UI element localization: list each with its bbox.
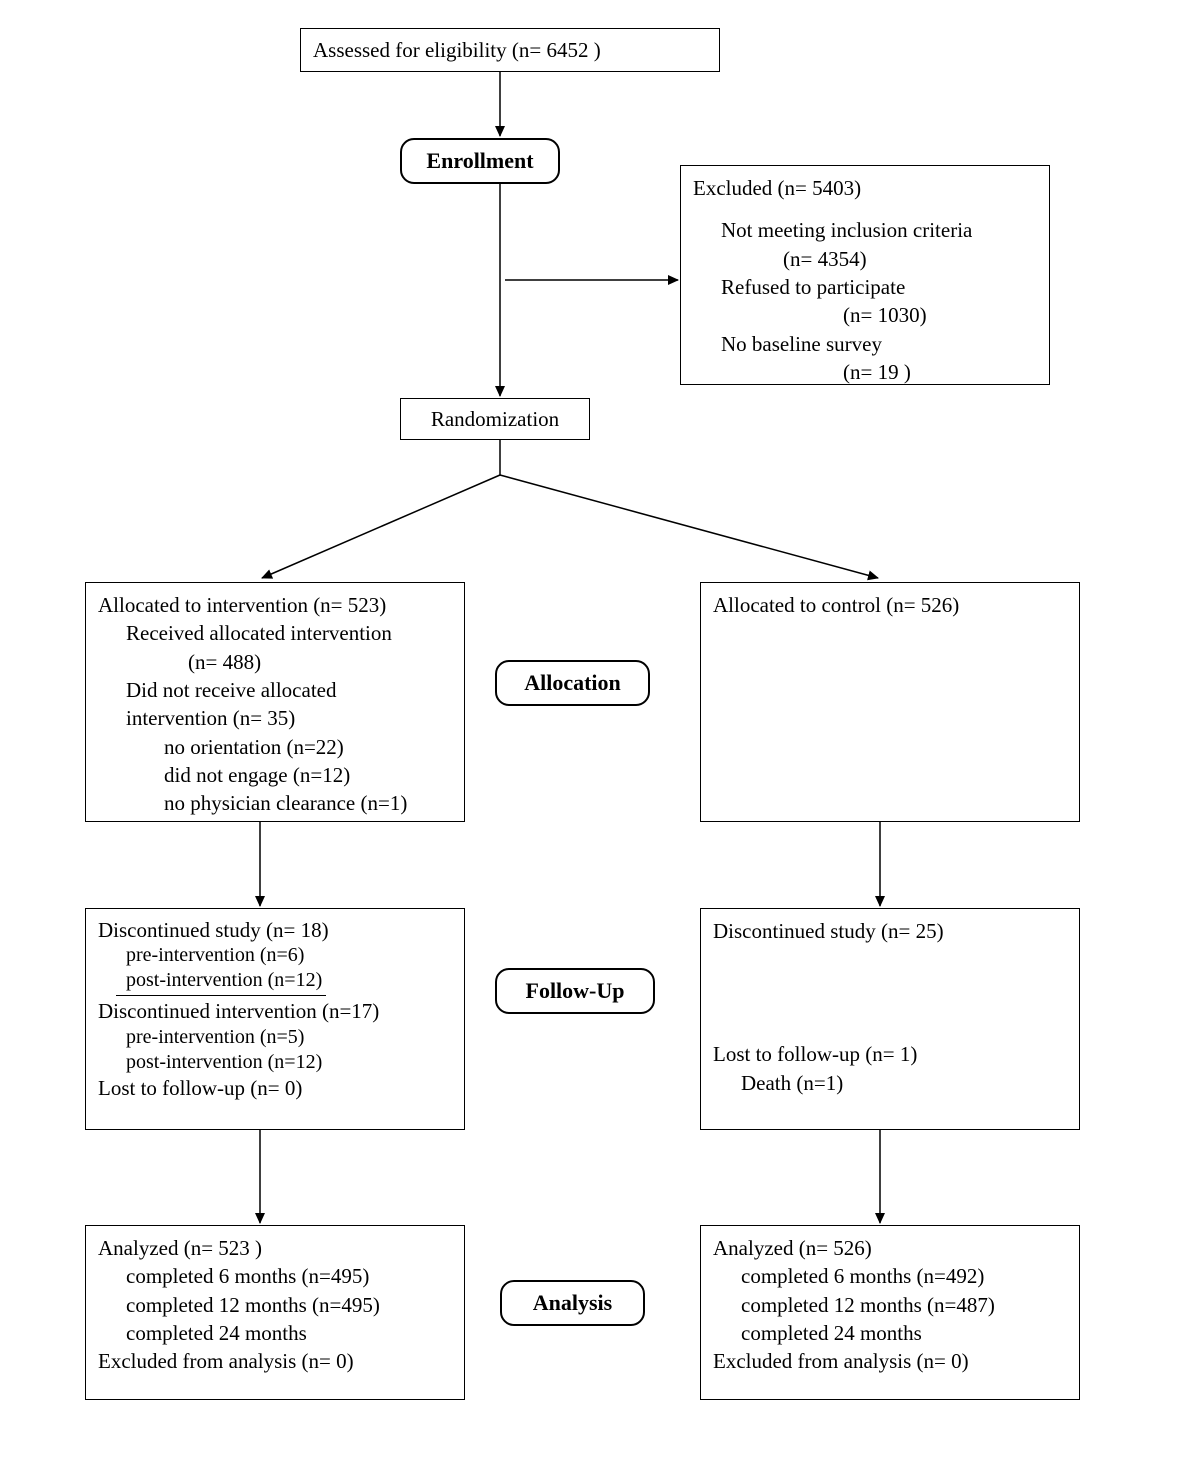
stage-followup-label: Follow-Up: [526, 978, 625, 1004]
node-analysis-control: Analyzed (n= 526) completed 6 months (n=…: [700, 1225, 1080, 1400]
stage-enrollment: Enrollment: [400, 138, 560, 184]
separator-line: [116, 995, 326, 996]
stage-followup: Follow-Up: [495, 968, 655, 1014]
an-int-l3: completed 12 months (n=495): [98, 1291, 452, 1319]
assessed-label: Assessed for eligibility (n= 6452 ): [313, 36, 601, 64]
excluded-line2: Refused to participate: [693, 273, 1037, 301]
node-alloc-control: Allocated to control (n= 526): [700, 582, 1080, 822]
an-int-l2: completed 6 months (n=495): [98, 1262, 452, 1290]
fu-int-l4: Discontinued intervention (n=17): [98, 998, 452, 1024]
node-randomization: Randomization: [400, 398, 590, 440]
randomization-label: Randomization: [431, 405, 559, 433]
fu-ctl-l3: Death (n=1): [713, 1069, 1067, 1097]
stage-analysis: Analysis: [500, 1280, 645, 1326]
alloc-int-l1: Allocated to intervention (n= 523): [98, 591, 452, 619]
fu-int-l5: pre-intervention (n=5): [98, 1025, 452, 1050]
stage-analysis-label: Analysis: [533, 1290, 612, 1316]
an-ctl-l5: Excluded from analysis (n= 0): [713, 1347, 1067, 1375]
an-int-l4: completed 24 months: [98, 1319, 452, 1347]
an-int-l5: Excluded from analysis (n= 0): [98, 1347, 452, 1375]
an-ctl-l1: Analyzed (n= 526): [713, 1234, 1067, 1262]
excluded-line2n: (n= 1030): [693, 301, 1037, 329]
fu-int-l7: Lost to follow-up (n= 0): [98, 1075, 452, 1101]
an-ctl-l2: completed 6 months (n=492): [713, 1262, 1067, 1290]
node-assessed: Assessed for eligibility (n= 6452 ): [300, 28, 720, 72]
fu-int-l1: Discontinued study (n= 18): [98, 917, 452, 943]
node-alloc-intervention: Allocated to intervention (n= 523) Recei…: [85, 582, 465, 822]
an-int-l1: Analyzed (n= 523 ): [98, 1234, 452, 1262]
excluded-line1: Not meeting inclusion criteria: [693, 216, 1037, 244]
alloc-int-l6: did not engage (n=12): [98, 761, 452, 789]
an-ctl-l4: completed 24 months: [713, 1319, 1067, 1347]
fu-int-l2: pre-intervention (n=6): [98, 943, 452, 968]
stage-enrollment-label: Enrollment: [426, 148, 533, 174]
alloc-int-l2n: (n= 488): [98, 648, 452, 676]
alloc-int-l5: no orientation (n=22): [98, 733, 452, 761]
excluded-title: Excluded (n= 5403): [693, 174, 1037, 202]
alloc-ctl-l1: Allocated to control (n= 526): [713, 591, 1067, 619]
excluded-line1n: (n= 4354): [693, 245, 1037, 273]
node-analysis-intervention: Analyzed (n= 523 ) completed 6 months (n…: [85, 1225, 465, 1400]
stage-allocation: Allocation: [495, 660, 650, 706]
alloc-int-l2: Received allocated intervention: [98, 619, 452, 647]
excluded-line3: No baseline survey: [693, 330, 1037, 358]
consort-flowchart: Assessed for eligibility (n= 6452 ) Enro…: [0, 0, 1200, 1461]
node-followup-control: Discontinued study (n= 25) Lost to follo…: [700, 908, 1080, 1130]
an-ctl-l3: completed 12 months (n=487): [713, 1291, 1067, 1319]
node-followup-intervention: Discontinued study (n= 18) pre-intervent…: [85, 908, 465, 1130]
alloc-int-l7: no physician clearance (n=1): [98, 789, 452, 817]
fu-int-l3: post-intervention (n=12): [98, 968, 452, 993]
excluded-line3n: (n= 19 ): [693, 358, 1037, 386]
alloc-int-l3: Did not receive allocated: [98, 676, 452, 704]
stage-allocation-label: Allocation: [524, 670, 621, 696]
fu-int-l6: post-intervention (n=12): [98, 1050, 452, 1075]
fu-ctl-l1: Discontinued study (n= 25): [713, 917, 1067, 945]
fu-ctl-l2: Lost to follow-up (n= 1): [713, 1040, 1067, 1068]
alloc-int-l4: intervention (n= 35): [98, 704, 452, 732]
node-excluded: Excluded (n= 5403) Not meeting inclusion…: [680, 165, 1050, 385]
